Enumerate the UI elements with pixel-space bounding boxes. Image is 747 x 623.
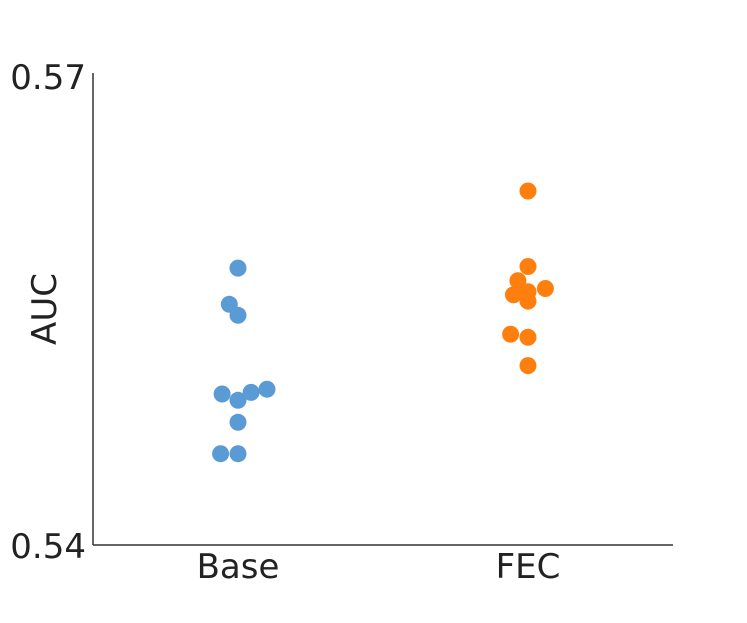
data-point-base-5	[242, 383, 260, 401]
y-tick-label-bottom: 0.54	[10, 527, 86, 567]
y-axis-label: AUC	[25, 273, 65, 345]
data-point-fec-4	[536, 280, 554, 297]
axes	[92, 73, 673, 546]
data-point-fec-2	[509, 272, 527, 290]
data-point-base-4	[229, 391, 247, 409]
data-point-base-7	[229, 413, 247, 431]
data-point-fec-9	[519, 357, 537, 375]
data-point-base-0	[229, 259, 247, 277]
data-point-fec-0	[519, 182, 537, 200]
data-point-fec-6	[519, 292, 537, 310]
data-point-fec-7	[502, 325, 520, 343]
x-tick-label-fec: FEC	[496, 547, 561, 587]
data-points	[212, 182, 554, 463]
data-point-fec-5	[505, 286, 522, 304]
x-tick-label-base: Base	[197, 547, 280, 587]
data-point-base-8	[212, 445, 230, 463]
data-point-base-2	[229, 306, 247, 324]
data-point-base-9	[229, 445, 247, 463]
data-point-fec-1	[519, 258, 537, 275]
data-point-base-3	[213, 385, 231, 403]
data-point-base-6	[258, 380, 276, 398]
data-point-fec-8	[519, 328, 537, 346]
y-tick-label-top: 0.57	[10, 58, 86, 98]
